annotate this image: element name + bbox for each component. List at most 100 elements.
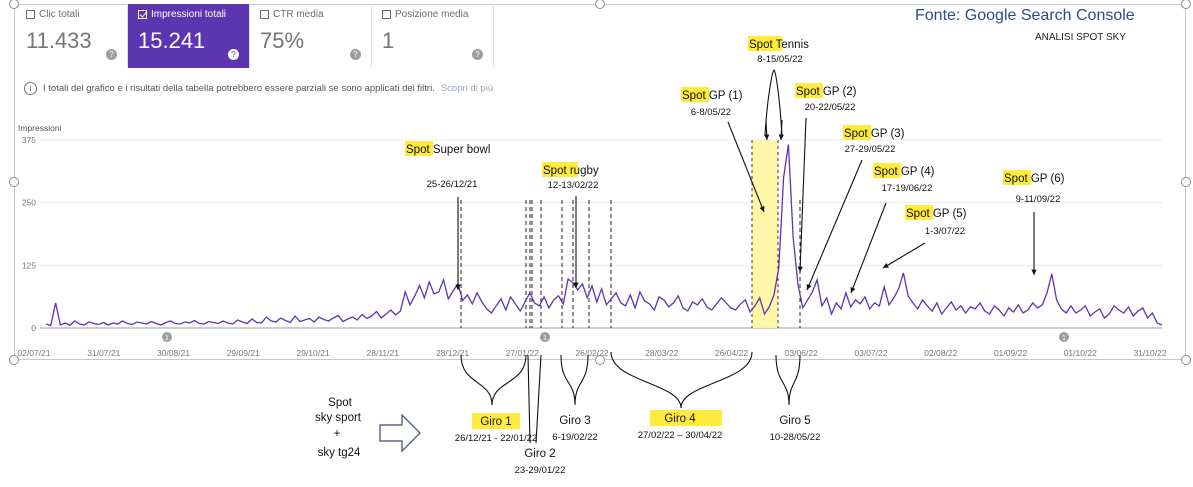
label-highlight	[681, 87, 709, 102]
arrow-head	[759, 206, 765, 212]
annotation-date: 6-8/05/22	[691, 107, 731, 118]
label-highlight	[843, 125, 872, 140]
metric-value: 11.433	[26, 28, 92, 53]
resize-handle[interactable]	[9, 177, 19, 187]
arrow-head	[806, 284, 812, 290]
resize-handle[interactable]	[9, 0, 19, 9]
source-label: Fonte: Google Search Console	[915, 7, 1135, 24]
arrow-head	[883, 262, 889, 268]
help-icon[interactable]: ?	[472, 49, 483, 60]
resize-handle[interactable]	[1181, 177, 1191, 187]
x-tick-label: 28/03/22	[645, 348, 678, 358]
giro-label: Giro 5	[779, 415, 810, 427]
spot-tennis-highlight	[752, 140, 778, 328]
giro-line	[527, 354, 531, 444]
arrow-head	[573, 282, 579, 288]
x-tick-label: 27/01/22	[506, 348, 539, 358]
annotation-badge	[540, 332, 550, 342]
giro-label: Giro 3	[559, 415, 590, 427]
checkbox-icon[interactable]	[26, 10, 35, 19]
annotation-date: 27-29/05/22	[845, 144, 896, 155]
resize-handle[interactable]	[595, 0, 605, 9]
annotation-date: 17-19/06/22	[882, 183, 933, 194]
campaign-label: +	[334, 428, 341, 440]
metric-card-clicks[interactable]: Clic totali 11.433 ?	[16, 4, 128, 68]
giro-dates: 26/12/21 - 22/01/22	[455, 433, 537, 444]
x-tick-label: 28/11/21	[367, 348, 400, 358]
x-tick-label: 31/07/21	[87, 348, 120, 358]
x-tick-label: 01/09/22	[994, 348, 1027, 358]
x-tick-label: 03/07/22	[854, 348, 887, 358]
giro-label: Giro 4	[664, 413, 696, 425]
x-tick-label: 26/04/22	[715, 348, 748, 358]
y-tick-label: 0	[31, 323, 36, 333]
annotation-title: Spot GP (6)	[1004, 173, 1065, 185]
giro-dates: 23-29/01/22	[515, 465, 566, 476]
learn-more-link[interactable]: Scopri di più	[440, 83, 494, 94]
annotation-title: Spot Super bowl	[406, 144, 490, 156]
campaign-label: sky sport	[315, 412, 362, 424]
annotation-arrow	[850, 202, 887, 294]
annotation-date: 8-15/05/22	[757, 54, 802, 65]
x-tick-label: 03/06/22	[785, 348, 818, 358]
metric-card-impressions[interactable]: Impressioni totali 15.241 ?	[128, 4, 250, 68]
arrow-head	[1031, 269, 1037, 275]
annotation-arrow	[764, 69, 783, 137]
giro-dates: 27/02/22 – 30/04/22	[638, 430, 723, 441]
label-highlight	[748, 36, 782, 51]
metric-card-position[interactable]: Posizione media 1 ?	[372, 4, 494, 68]
giro-brace	[460, 354, 527, 406]
giro-highlight	[650, 410, 722, 426]
label-highlight	[405, 141, 433, 156]
annotation-badge-text: 1	[543, 335, 547, 342]
x-tick-label: 28/12/21	[436, 348, 469, 358]
metric-value: 1	[382, 28, 395, 53]
annotation-title: Spot GP (1)	[682, 90, 743, 102]
x-tick-label: 01/10/22	[1064, 348, 1097, 358]
giro-brace	[610, 351, 753, 409]
checkbox-checked-icon[interactable]	[138, 10, 147, 19]
annotation-badge-text: 1	[165, 335, 169, 342]
annotation-arrow	[727, 121, 765, 213]
annotation-title: Spot GP (4)	[874, 166, 935, 178]
y-axis-label: Impressioni	[18, 123, 62, 133]
x-tick-label: 31/10/22	[1133, 348, 1166, 358]
x-tick-label: 02/08/22	[924, 348, 957, 358]
arrow-head	[764, 134, 770, 140]
x-tick-label: 26/02/22	[575, 348, 608, 358]
metric-value: 15.241	[138, 28, 206, 53]
resize-handle[interactable]	[9, 355, 19, 365]
x-tick-label: 29/09/21	[227, 348, 260, 358]
annotation-date: 20-22/05/22	[805, 102, 856, 113]
help-icon[interactable]: ?	[106, 49, 117, 60]
annotation-title: Spot GP (2)	[796, 86, 857, 98]
giro-brace	[560, 354, 589, 406]
campaign-label: Spot	[328, 397, 352, 409]
checkbox-icon[interactable]	[382, 10, 391, 19]
help-icon[interactable]: ?	[228, 49, 239, 60]
resize-handle[interactable]	[1181, 0, 1191, 9]
annotation-date: 12-13/02/22	[548, 180, 599, 191]
annotation-badge-text: 1	[1062, 335, 1066, 342]
arrow-head	[455, 284, 461, 290]
y-tick-label: 125	[22, 260, 36, 270]
info-icon: i	[24, 82, 37, 95]
arrow-head	[850, 287, 856, 293]
annotation-title: Spot GP (5)	[906, 208, 967, 220]
help-icon[interactable]: ?	[350, 49, 361, 60]
metric-card-ctr[interactable]: CTR media 75% ?	[250, 4, 372, 68]
campaign-label: sky tg24	[318, 447, 361, 459]
annotation-date: 1-3/07/22	[925, 226, 965, 237]
giro-label: Giro 1	[480, 416, 511, 428]
annotation-badge	[1059, 332, 1069, 342]
resize-handle[interactable]	[595, 355, 605, 365]
annotation-date: 25-26/12/21	[427, 179, 478, 190]
checkbox-icon[interactable]	[260, 10, 269, 19]
arrow-head	[797, 266, 803, 272]
label-highlight	[905, 205, 933, 220]
giro-label: Giro 2	[524, 448, 555, 460]
annotation-title: Spot Tennis	[749, 39, 809, 51]
resize-handle[interactable]	[1181, 355, 1191, 365]
x-tick-label: 29/10/21	[296, 348, 329, 358]
